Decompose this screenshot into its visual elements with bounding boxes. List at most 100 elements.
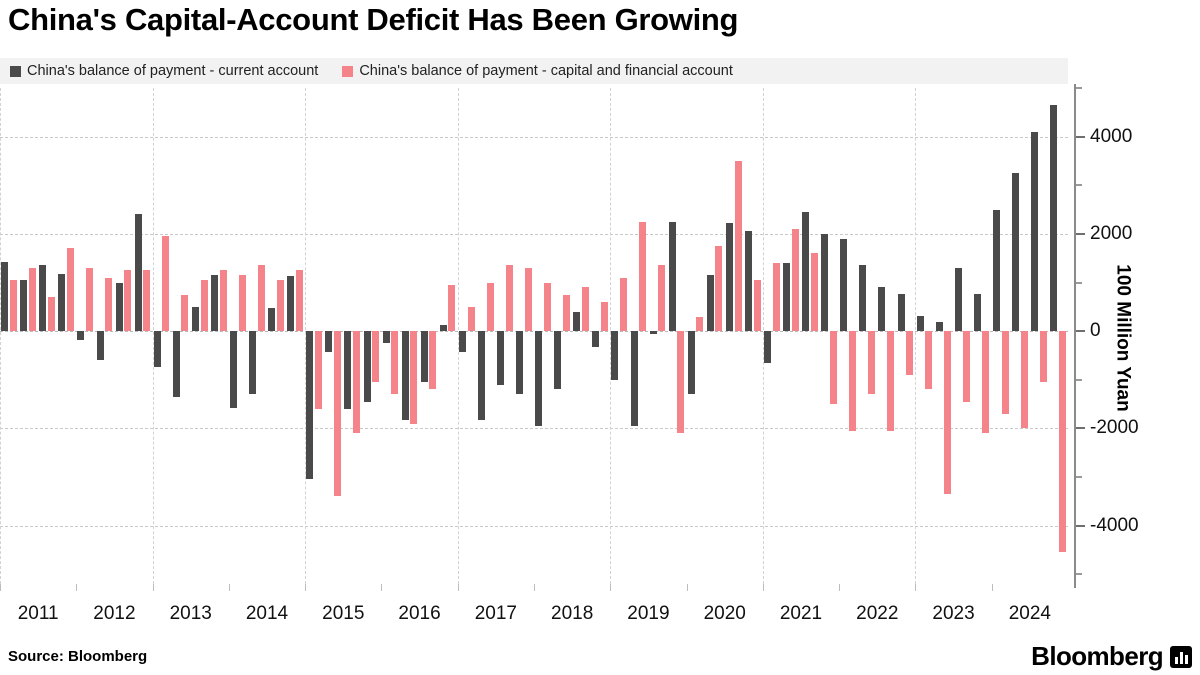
bar-current-account	[306, 331, 314, 480]
bar-current-account	[916, 315, 924, 332]
x-tick-label: 2019	[627, 603, 670, 624]
bar-current-account	[535, 331, 543, 427]
bar-current-account	[39, 264, 47, 332]
y-tick-major	[1076, 232, 1085, 235]
bar-current-account	[1011, 173, 1019, 332]
bar-current-account	[382, 331, 390, 343]
bar-current-account	[153, 331, 161, 368]
gridline-v	[457, 88, 459, 584]
bar-capital-account	[219, 270, 227, 332]
gridline-v	[610, 88, 612, 584]
bar-current-account	[363, 331, 371, 402]
y-tick-major	[1076, 330, 1085, 333]
bar-current-account	[172, 331, 180, 397]
bar-current-account	[439, 324, 447, 332]
x-tick	[76, 584, 78, 591]
bar-current-account	[325, 331, 333, 352]
bar-capital-account	[543, 282, 551, 332]
bar-capital-account	[715, 246, 723, 332]
bar-capital-account	[753, 280, 761, 332]
y-axis-line	[1074, 84, 1076, 588]
bar-capital-account	[1039, 331, 1047, 383]
x-tick-label: 2023	[932, 603, 975, 624]
bar-current-account	[268, 308, 276, 332]
gridline-h	[0, 428, 1068, 430]
gridline-v	[0, 88, 1, 584]
x-tick	[534, 584, 535, 591]
bar-current-account	[744, 230, 752, 332]
y-tick-minor	[1076, 184, 1082, 187]
bar-current-account	[344, 331, 352, 409]
bar-capital-account	[562, 294, 570, 332]
bar-capital-account	[295, 270, 303, 332]
bar-current-account	[96, 331, 104, 361]
bar-capital-account	[639, 221, 647, 332]
bar-current-account	[477, 331, 485, 421]
bar-capital-account	[829, 331, 837, 405]
x-tick	[457, 584, 459, 591]
y-tick-minor	[1076, 476, 1082, 479]
bar-capital-account	[524, 267, 532, 332]
x-tick	[915, 584, 917, 591]
gridline-h	[0, 136, 1068, 138]
y-tick-major	[1076, 427, 1085, 430]
bar-current-account	[77, 331, 85, 340]
bar-capital-account	[162, 236, 170, 332]
x-tick-label: 2018	[551, 603, 594, 624]
x-tick	[228, 584, 230, 591]
x-tick	[152, 584, 154, 591]
bar-current-account	[573, 311, 581, 332]
y-tick-minor	[1076, 573, 1082, 576]
plot-area	[0, 88, 1068, 584]
gridline-v	[762, 88, 764, 584]
bar-capital-account	[276, 280, 284, 332]
gridline-h	[0, 233, 1068, 235]
bar-capital-account	[372, 331, 380, 383]
bar-capital-account	[1020, 331, 1028, 429]
bar-capital-account	[734, 160, 742, 332]
gridline-h	[0, 525, 1068, 527]
bar-current-account	[992, 209, 1000, 332]
bar-capital-account	[887, 331, 895, 431]
y-axis-title: 100 Million Yuan	[1112, 263, 1134, 412]
bar-capital-account	[353, 331, 361, 434]
bloomberg-brand: Bloomberg	[1031, 641, 1192, 672]
bar-current-account	[725, 223, 733, 332]
y-tick-major	[1076, 135, 1085, 138]
page-title: China's Capital-Account Deficit Has Been…	[8, 2, 739, 37]
bar-capital-account	[181, 294, 189, 332]
legend-swatch-capital-account	[342, 65, 354, 77]
bar-current-account	[401, 331, 409, 421]
y-tick-label: 4000	[1090, 125, 1133, 147]
bar-current-account	[859, 265, 867, 332]
bar-capital-account	[334, 331, 341, 497]
x-tick	[305, 584, 307, 591]
bar-capital-account	[925, 331, 933, 390]
bar-current-account	[706, 275, 714, 332]
y-tick-label: -2000	[1090, 417, 1139, 439]
bar-current-account	[20, 279, 28, 332]
bar-capital-account	[238, 275, 246, 332]
bar-current-account	[821, 233, 829, 332]
bar-current-account	[1, 261, 9, 332]
bar-capital-account	[1058, 331, 1066, 553]
bar-capital-account	[677, 331, 685, 434]
bar-capital-account	[658, 265, 666, 332]
bar-capital-account	[944, 331, 952, 495]
bar-current-account	[954, 267, 962, 332]
bar-current-account	[878, 287, 886, 332]
y-tick-label: 2000	[1090, 222, 1133, 244]
bar-capital-account	[143, 270, 151, 332]
bar-current-account	[1050, 105, 1058, 332]
x-tick-label: 2021	[779, 603, 823, 624]
bar-current-account	[802, 212, 810, 332]
gridline-v	[915, 88, 917, 584]
chart-legend: China's balance of payment - current acc…	[0, 58, 1068, 84]
bar-capital-account	[467, 306, 475, 332]
bar-capital-account	[848, 331, 856, 431]
bar-capital-account	[47, 297, 55, 332]
bar-capital-account	[868, 331, 875, 395]
x-tick-label: 2017	[474, 603, 517, 624]
x-tick	[686, 584, 688, 591]
